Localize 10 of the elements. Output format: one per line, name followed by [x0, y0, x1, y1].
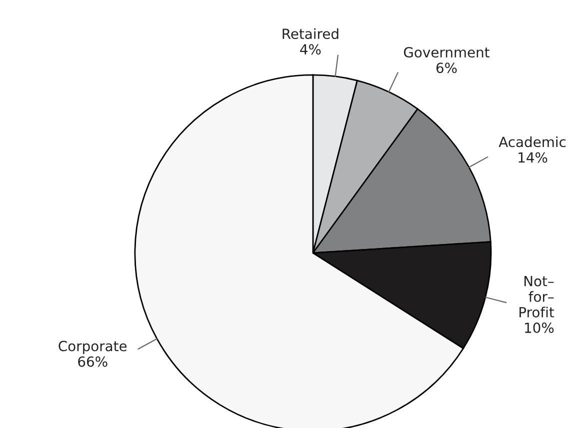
slice-label: Government: [404, 47, 490, 58]
data-label: 4%: [300, 44, 321, 55]
data-label: 66%: [78, 356, 108, 367]
slice-label: Retaired: [282, 28, 338, 40]
slice-label: Academic: [498, 136, 566, 148]
slice-label: Not– for– Profit: [520, 276, 554, 318]
data-label: 6%: [436, 62, 457, 74]
data-label: 10%: [525, 322, 554, 334]
slice-label: Corporate: [58, 340, 127, 354]
data-label: 14%: [518, 152, 548, 163]
